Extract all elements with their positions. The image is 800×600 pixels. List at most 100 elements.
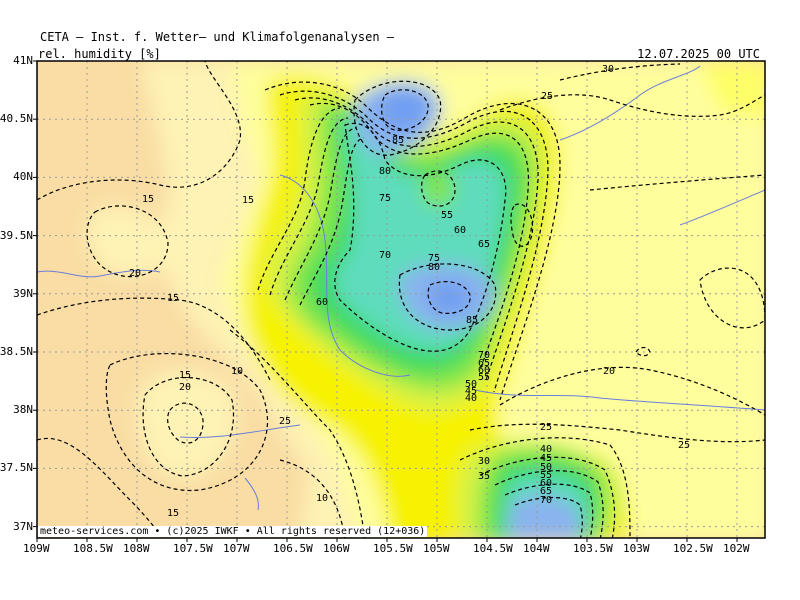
lon-label: 105W: [423, 542, 450, 555]
contour-label: 15: [179, 370, 191, 381]
lon-label: 107.5W: [173, 542, 213, 555]
contour-label: 35: [478, 471, 490, 482]
contour-label: 80: [379, 166, 391, 177]
contour-label: 15: [167, 508, 179, 519]
contour-60-south: [504, 483, 594, 538]
lon-label: 108.5W: [73, 542, 113, 555]
lon-label: 104W: [523, 542, 550, 555]
lon-label: 102W: [723, 542, 750, 555]
contour-label: 40: [540, 444, 552, 455]
lat-label: 40N: [13, 170, 33, 184]
contour-30-south: [459, 437, 631, 538]
contour-60-band: [284, 127, 357, 301]
contour-label: 60: [478, 365, 490, 376]
fill-rh-85-90-center: [428, 281, 471, 314]
valid-time: 12.07.2025 00 UTC: [637, 47, 760, 61]
contour-label: 50: [540, 462, 552, 473]
contour-20-sw: [142, 376, 234, 477]
map-title: CETA — Inst. f. Wetter— und Klimafolgena…: [40, 30, 395, 44]
contour-label: 55: [441, 210, 453, 221]
lon-label: 106.5W: [273, 542, 313, 555]
contour-small-east: [635, 346, 651, 357]
contour-40-south: [479, 456, 616, 538]
contour-label: 50: [465, 379, 477, 390]
fill-rh-15-20-west: [86, 206, 170, 277]
contour-label: 80: [428, 262, 440, 273]
contour-30-ne: [559, 63, 681, 81]
map-frame: [36, 60, 766, 539]
contour-label: 25: [541, 91, 553, 102]
contour-25-sw: [167, 402, 204, 444]
contour-80-nw: [353, 80, 442, 156]
contour-label: 30: [602, 64, 614, 75]
contour-50-band: [257, 107, 341, 291]
lon-label: 109W: [23, 542, 50, 555]
contour-50-south: [494, 470, 604, 538]
contour-label: 55: [540, 470, 552, 481]
contour-label: 60: [454, 225, 466, 236]
contour-20-west: [86, 205, 169, 278]
contour-label: 20: [603, 366, 615, 377]
contour-lines: [37, 61, 765, 538]
contour-70-south: [514, 496, 583, 538]
lon-label: 107W: [223, 542, 250, 555]
rivers: [37, 65, 765, 511]
contour-label: 65: [478, 239, 490, 250]
fill-rh-15-20-southwest: [136, 369, 237, 480]
lat-label: 40.5N: [0, 112, 33, 126]
lat-label: 39.5N: [0, 228, 33, 242]
contour-label: 70: [540, 495, 552, 506]
lat-label: 37.5N: [0, 461, 33, 475]
contour-label: 75: [379, 193, 391, 204]
contour-label: 65: [478, 358, 490, 369]
contour-label: 70: [478, 350, 490, 361]
lat-label: 37N: [13, 519, 33, 533]
contour-label: 20: [129, 268, 141, 279]
contour-label: 85: [466, 315, 478, 326]
contour-15-west: [37, 61, 241, 201]
contour-40-band: [294, 97, 539, 381]
contour-label: 60: [540, 478, 552, 489]
contour-label: 45: [465, 386, 477, 397]
contour-label: 10: [231, 366, 243, 377]
contour-20-far-east: [699, 267, 765, 329]
contour-label: 20: [179, 382, 191, 393]
contour-label: 55: [478, 372, 490, 383]
contour-25-se: [469, 423, 765, 443]
parameter-label: rel. humidity [%]: [38, 47, 161, 61]
contour-20-east: [499, 366, 765, 416]
lat-label: 38.5N: [0, 345, 33, 358]
contour-65-east: [510, 203, 534, 247]
contour-70-upper: [334, 122, 507, 352]
contour-label: 75: [428, 253, 440, 264]
contour-label: 40: [465, 393, 477, 404]
contour-label: 25: [678, 440, 690, 451]
contour-label: 25: [540, 422, 552, 433]
lat-label: 39N: [13, 286, 33, 300]
lon-label: 105.5W: [373, 542, 413, 555]
contour-80-center: [398, 263, 497, 331]
lon-label: 104.5W: [473, 542, 513, 555]
graticule: [37, 61, 765, 538]
fill-rh-85-90: [381, 89, 429, 131]
contour-15-sw: [105, 352, 269, 492]
fill-rh-80-85-south: [508, 495, 582, 538]
lon-label: 102.5W: [673, 542, 713, 555]
contour-label: 65: [540, 486, 552, 497]
contour-label: 15: [242, 195, 254, 206]
lon-label: 103.5W: [573, 542, 613, 555]
contour-55-band: [269, 117, 349, 296]
lon-label: 103W: [623, 542, 650, 555]
contour-label: 70: [379, 250, 391, 261]
contour-label: 10: [316, 493, 328, 504]
contour-label: 60: [316, 297, 328, 308]
contour-label: 85: [392, 135, 404, 146]
contour-label: 15: [167, 293, 179, 304]
lat-label: 38N: [13, 403, 33, 417]
contour-65-band: [299, 137, 365, 306]
contour-label: 30: [478, 456, 490, 467]
lon-label: 106W: [323, 542, 350, 555]
contour-label: 25: [279, 416, 291, 427]
